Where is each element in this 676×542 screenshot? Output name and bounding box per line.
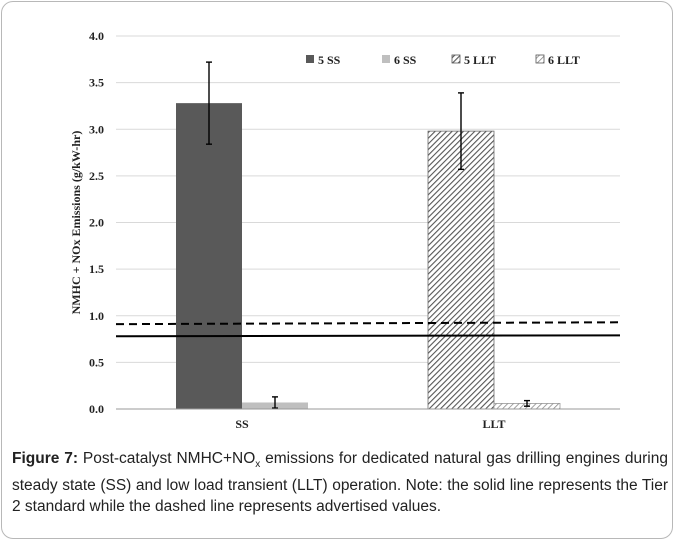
error-bars [206, 61, 530, 409]
legend-label: 5 LLT [464, 53, 496, 67]
error-bar-5-llt [458, 92, 464, 171]
legend-swatch [535, 54, 545, 64]
y-tick-label: 1.5 [89, 262, 104, 276]
y-axis-label: NMHC + NOx Emissions (g/kW-hr) [69, 131, 83, 315]
error-bar-6-llt [524, 399, 530, 407]
legend-swatch [451, 54, 461, 64]
tier2-standard-line [115, 334, 621, 338]
y-tick-label: 3.5 [89, 76, 104, 90]
caption-text-2: emissions for dedicated natural gas dril… [12, 450, 668, 516]
advertised-values-line [115, 321, 621, 326]
bars [176, 103, 561, 410]
legend-label: 6 LLT [548, 53, 580, 67]
y-tick-label: 2.0 [89, 216, 104, 230]
reference-lines [115, 321, 621, 338]
caption-subscript: x [255, 459, 261, 471]
legend-label: 6 SS [394, 53, 417, 67]
y-axis-ticks: 0.0 0.5 1.0 1.5 2.0 2.5 3.0 3.5 4.0 [89, 29, 104, 416]
figure-caption: Figure 7: Post-catalyst NMHC+NOx emissio… [12, 448, 668, 517]
error-bar-6-ss [272, 396, 278, 409]
bar-5-llt [427, 130, 495, 410]
caption-label: Figure 7: [12, 450, 79, 467]
y-tick-label: 4.0 [89, 29, 104, 43]
legend-swatch [306, 55, 314, 63]
legend-label: 5 SS [318, 53, 341, 67]
x-axis-categories: SS LLT [235, 417, 505, 431]
y-tick-label: 3.0 [89, 122, 104, 136]
error-bar-5-ss [206, 61, 212, 145]
legend: 5 SS 6 SS 5 LLT 6 LLT [306, 53, 580, 67]
x-category-label: SS [235, 417, 249, 431]
bar-chart: 0.0 0.5 1.0 1.5 2.0 2.5 3.0 3.5 4.0 SS LLT NMHC +… [69, 29, 621, 431]
x-category-label: LLT [483, 417, 506, 431]
bar-5-ss [176, 103, 242, 409]
caption-text-1: Post-catalyst NMHC+NO [78, 450, 256, 467]
y-tick-label: 0.0 [89, 402, 104, 416]
y-tick-label: 2.5 [89, 169, 104, 183]
y-tick-label: 0.5 [89, 355, 104, 369]
legend-swatch [382, 55, 390, 63]
y-tick-label: 1.0 [89, 309, 104, 323]
